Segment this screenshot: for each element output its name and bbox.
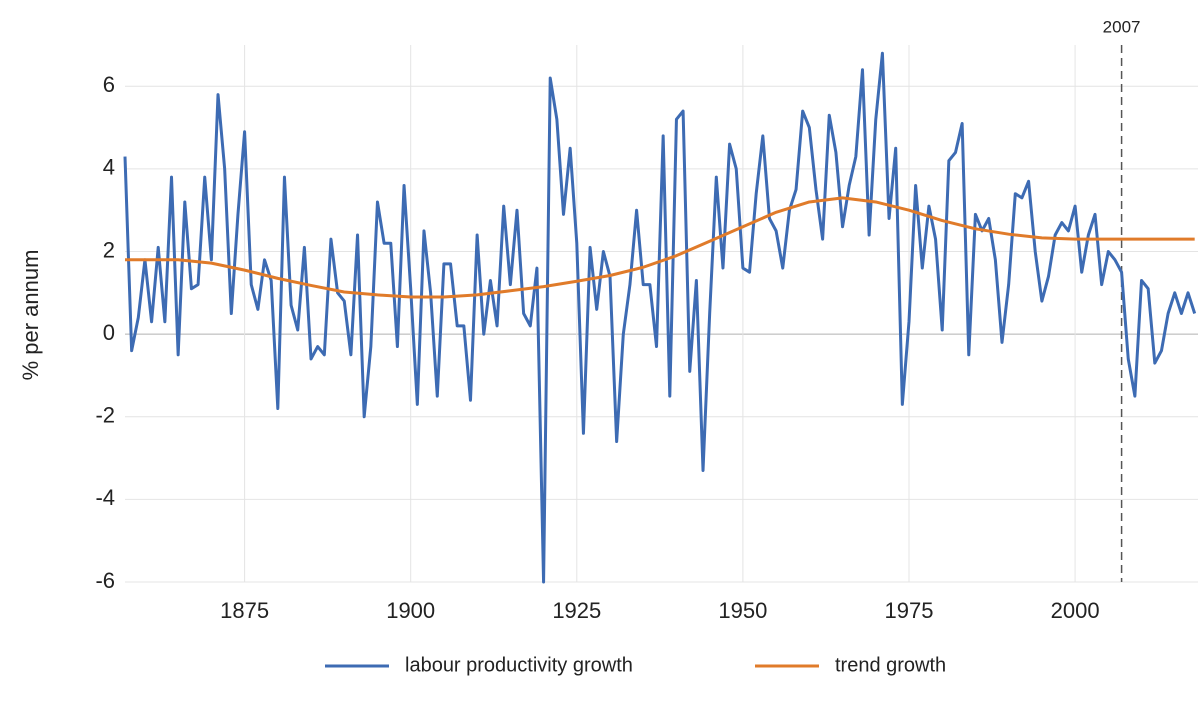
x-tick-label: 2000 (1051, 598, 1100, 623)
reference-label: 2007 (1103, 17, 1141, 36)
y-tick-label: -2 (95, 403, 115, 428)
line-series (123, 51, 1197, 584)
y-tick-label: 6 (103, 72, 115, 97)
y-axis-label: % per annum (18, 250, 43, 381)
x-tick-label: 1900 (386, 598, 435, 623)
x-tick-label: 1875 (220, 598, 269, 623)
y-tick-label: 2 (103, 237, 115, 262)
x-tick-label: 1925 (552, 598, 601, 623)
legend-label: labour productivity growth (405, 654, 633, 676)
y-tick-label: 4 (103, 155, 115, 180)
x-tick-label: 1975 (885, 598, 934, 623)
x-tick-label: 1950 (718, 598, 767, 623)
y-tick-label: -4 (95, 485, 115, 510)
legend-label: trend growth (835, 654, 946, 676)
y-tick-label: -6 (95, 568, 115, 593)
line-series (125, 196, 1195, 299)
y-tick-label: 0 (103, 320, 115, 345)
